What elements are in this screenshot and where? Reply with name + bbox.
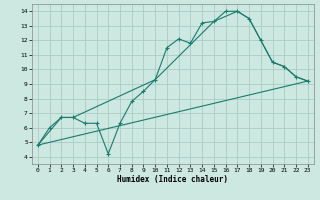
X-axis label: Humidex (Indice chaleur): Humidex (Indice chaleur) [117,175,228,184]
